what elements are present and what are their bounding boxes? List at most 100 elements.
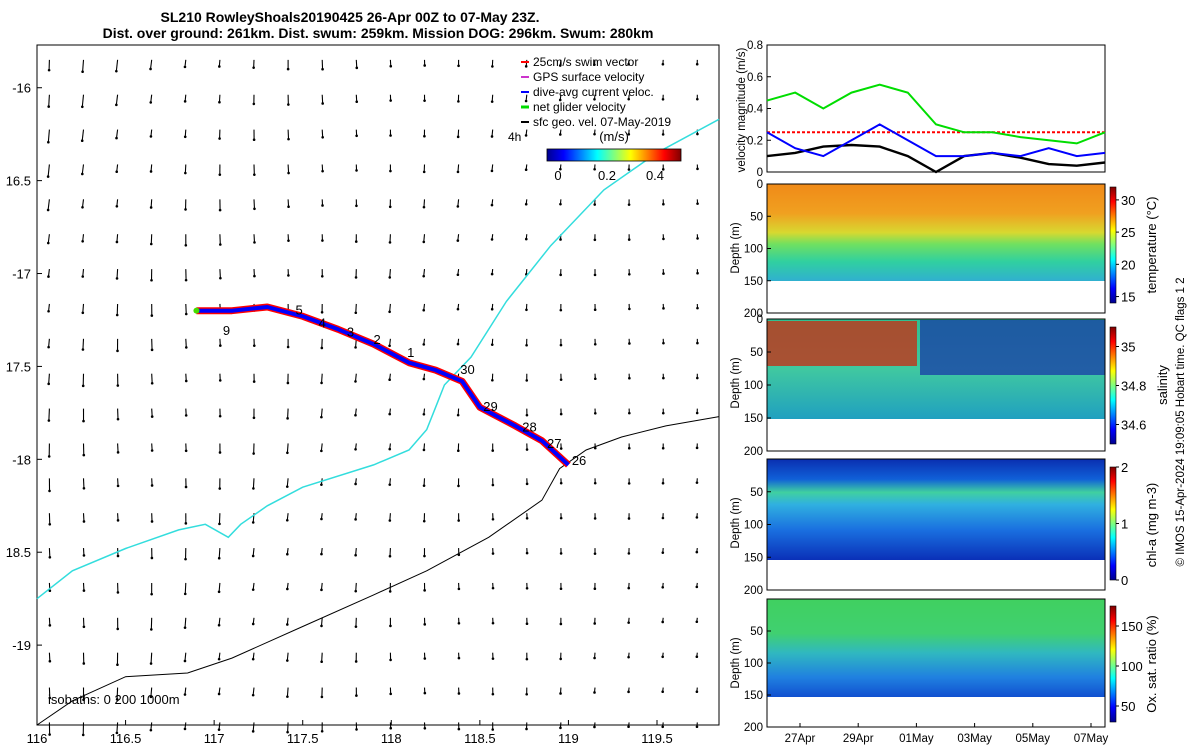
geo-arrow-head bbox=[559, 273, 562, 277]
geo-arrow-head bbox=[354, 482, 357, 486]
time-tick-label: 07May bbox=[1074, 733, 1109, 745]
depth-tick-label: 200 bbox=[744, 585, 763, 597]
geo-arrow-head bbox=[388, 205, 392, 209]
geo-arrow-head bbox=[696, 202, 699, 205]
geo-arrow-head bbox=[82, 453, 86, 457]
geo-arrow-head bbox=[422, 274, 426, 278]
velocity-ytick-label: 0.8 bbox=[747, 40, 763, 52]
geo-arrow-head bbox=[457, 587, 461, 591]
oxygen-cb-label: Ox. sat. ratio (%) bbox=[1144, 615, 1159, 713]
geo-arrow-head bbox=[491, 517, 495, 521]
geo-arrow-head bbox=[82, 520, 86, 523]
geo-arrow-head bbox=[149, 695, 153, 699]
geo-arrow-head bbox=[695, 620, 699, 624]
geo-arrow bbox=[321, 373, 323, 383]
colorbar-tick-label: 30 bbox=[1121, 193, 1135, 208]
geo-arrow-head bbox=[696, 306, 699, 310]
velocity-colorbar bbox=[546, 148, 682, 162]
map-xtick-label: 118 bbox=[381, 731, 402, 746]
geo-arrow-head bbox=[456, 239, 460, 242]
geo-arrow-head bbox=[150, 348, 154, 352]
geo-arrow-head bbox=[593, 446, 597, 450]
geo-arrow-head bbox=[423, 726, 427, 730]
salinity-below-data bbox=[767, 419, 1105, 451]
salinity-y-axis: 0 50 100 150 200 bbox=[744, 314, 771, 458]
geo-arrow-head bbox=[559, 447, 563, 450]
geo-arrow-head bbox=[286, 381, 290, 385]
map-xtick-label: 117.5 bbox=[287, 731, 319, 746]
geo-arrow-head bbox=[422, 240, 426, 244]
footer-credit: © IMOS 15-Apr-2024 19:09:05 Hobart time.… bbox=[1175, 277, 1187, 566]
geo-arrow bbox=[48, 94, 50, 107]
geo-arrow-head bbox=[251, 730, 255, 733]
geo-arrow-head bbox=[219, 243, 222, 246]
geo-arrow-head bbox=[695, 516, 699, 519]
geo-arrow-head bbox=[48, 733, 51, 736]
geo-arrow-head bbox=[559, 412, 563, 416]
geo-arrow-head bbox=[456, 449, 460, 453]
geo-arrow-head bbox=[525, 692, 528, 696]
geo-arrow-head bbox=[251, 588, 255, 591]
geo-arrow-head bbox=[695, 655, 699, 659]
time-tick-label: 29Apr bbox=[843, 733, 874, 745]
geo-arrow-head bbox=[149, 206, 153, 209]
geo-arrow-head bbox=[422, 519, 426, 523]
geo-arrow-head bbox=[525, 657, 529, 661]
geo-arrow-head bbox=[81, 105, 84, 109]
geo-arrow-head bbox=[355, 66, 359, 70]
geo-arrow-head bbox=[115, 69, 118, 73]
geo-arrow-head bbox=[593, 273, 597, 277]
colorbar-tick-label: 0 bbox=[1121, 573, 1128, 588]
geo-arrow-head bbox=[218, 208, 222, 212]
geo-arrow-head bbox=[355, 134, 358, 138]
geo-arrow-head bbox=[525, 308, 528, 312]
oxygen-below-data bbox=[767, 697, 1105, 727]
geo-arrow-head bbox=[321, 239, 324, 242]
geo-arrow-head bbox=[490, 135, 494, 138]
depth-tick-label: 50 bbox=[750, 347, 763, 359]
geo-arrow-head bbox=[388, 554, 392, 558]
geo-arrow-head bbox=[115, 136, 118, 140]
geo-arrow-head bbox=[321, 136, 324, 139]
geo-arrow-head bbox=[320, 415, 323, 419]
map-ytick-label: 18.5 bbox=[6, 545, 31, 560]
geo-arrow-head bbox=[423, 691, 427, 695]
geo-arrow-head bbox=[388, 378, 391, 382]
geo-arrow-head bbox=[320, 449, 323, 453]
geo-arrow-head bbox=[491, 728, 495, 731]
geo-velocity-arrows bbox=[46, 59, 699, 737]
geo-arrow-head bbox=[422, 343, 426, 346]
velocity-panel: 0 0.2 0.4 0.6 0.8 velocity magnitude (m/s) bbox=[736, 40, 1106, 179]
geo-arrow-head bbox=[423, 657, 427, 660]
geo-arrow-head bbox=[116, 554, 120, 558]
geo-arrow-head bbox=[593, 552, 597, 555]
geo-arrow-head bbox=[183, 626, 187, 629]
map-ytick-label: -17 bbox=[12, 267, 31, 282]
geo-arrow-head bbox=[217, 623, 221, 627]
geo-arrow-head bbox=[490, 203, 494, 207]
geo-arrow-head bbox=[48, 523, 52, 526]
geo-arrow-head bbox=[661, 97, 665, 101]
colorbar-tick-label: 2 bbox=[1121, 460, 1128, 475]
geo-arrow-head bbox=[627, 238, 631, 241]
geo-arrow-head bbox=[253, 274, 256, 278]
geo-arrow-head bbox=[150, 381, 154, 385]
geo-arrow-head bbox=[696, 376, 699, 380]
map-ytick-label: 17.5 bbox=[6, 359, 31, 374]
map-legend: 25cm/s swim vector GPS surface velocity … bbox=[508, 55, 682, 183]
geo-arrow-head bbox=[286, 659, 289, 662]
geo-arrow bbox=[48, 338, 50, 348]
geo-arrow-head bbox=[354, 346, 357, 349]
geo-arrow-head bbox=[627, 97, 631, 101]
geo-arrow-head bbox=[252, 487, 255, 490]
salinity-panel: 0 50 100 150 200 Depth (m) 34.6 34.8 35 salini… bbox=[730, 314, 1170, 458]
colorbar-tick-label: 100 bbox=[1121, 659, 1143, 674]
geo-arrow-head bbox=[559, 587, 563, 591]
geo-arrow bbox=[81, 164, 85, 175]
geo-arrow-head bbox=[491, 586, 495, 590]
geo-arrow-head bbox=[286, 552, 289, 556]
geo-arrow-head bbox=[661, 168, 665, 171]
geo-arrow-head bbox=[696, 341, 699, 345]
velocity-ytick-label: 0.2 bbox=[747, 135, 763, 147]
geo-arrow-head bbox=[389, 726, 393, 730]
